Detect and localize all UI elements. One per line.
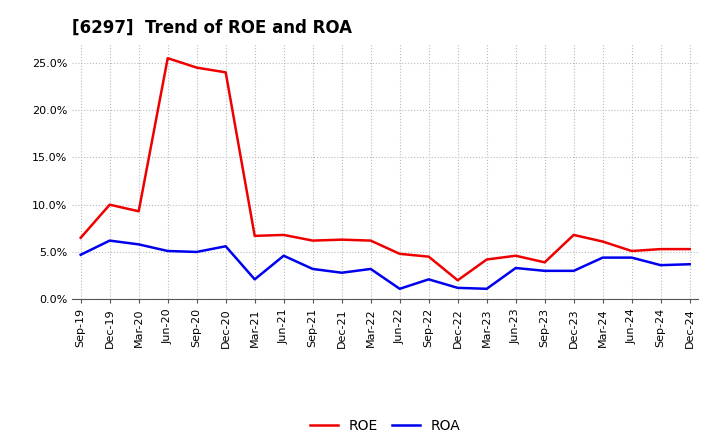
ROA (105, 238, 114, 243)
ROE (511, 253, 520, 258)
ROE (338, 237, 346, 242)
ROE (598, 239, 607, 244)
ROA (685, 262, 694, 267)
Legend: ROE, ROA: ROE, ROA (305, 413, 466, 438)
ROE (192, 65, 201, 70)
ROE (279, 232, 288, 238)
ROA (308, 266, 317, 271)
ROE (657, 246, 665, 252)
ROA (454, 285, 462, 290)
ROA (163, 248, 172, 253)
ROE (308, 238, 317, 243)
Text: [6297]  Trend of ROE and ROA: [6297] Trend of ROE and ROA (72, 19, 352, 37)
ROE (454, 278, 462, 283)
ROE (541, 260, 549, 265)
ROA (338, 270, 346, 275)
ROE (395, 251, 404, 257)
ROE (135, 209, 143, 214)
ROA (657, 263, 665, 268)
ROE (105, 202, 114, 207)
ROA (192, 249, 201, 255)
ROE (251, 233, 259, 238)
ROA (598, 255, 607, 260)
ROA (251, 277, 259, 282)
ROE (424, 254, 433, 259)
Line: ROE: ROE (81, 58, 690, 280)
ROA (366, 266, 375, 271)
ROA (135, 242, 143, 247)
ROE (163, 55, 172, 61)
ROE (366, 238, 375, 243)
ROE (570, 232, 578, 238)
ROE (76, 235, 85, 240)
ROA (511, 265, 520, 271)
ROA (395, 286, 404, 291)
ROA (570, 268, 578, 274)
Line: ROA: ROA (81, 241, 690, 289)
ROA (279, 253, 288, 258)
ROE (627, 248, 636, 253)
ROA (627, 255, 636, 260)
ROA (482, 286, 491, 291)
ROE (482, 257, 491, 262)
ROA (541, 268, 549, 274)
ROA (424, 277, 433, 282)
ROE (685, 246, 694, 252)
ROA (76, 252, 85, 257)
ROA (221, 244, 230, 249)
ROE (221, 70, 230, 75)
